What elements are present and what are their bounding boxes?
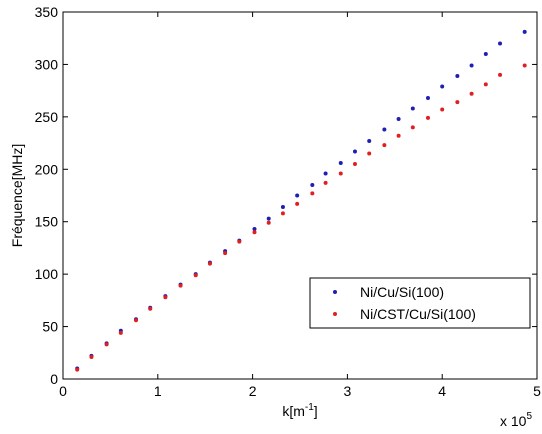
x-axis-title-close: ] [314, 403, 318, 419]
x-tick-label: 2 [249, 383, 257, 399]
data-point-ni-cst-cu-si [163, 295, 168, 300]
legend-marker-ni-cst-cu-si [333, 312, 337, 316]
x-axis-multiplier: x 105 [500, 411, 532, 429]
data-point-ni-cst-cu-si [483, 82, 488, 87]
x-tick-label: 1 [154, 383, 162, 399]
data-point-ni-cst-cu-si [440, 107, 445, 112]
x-tick-label: 0 [59, 383, 67, 399]
plot-frame [62, 11, 538, 380]
data-point-ni-cu-si [469, 63, 474, 68]
data-point-ni-cu-si [295, 193, 300, 198]
data-point-ni-cst-cu-si [396, 133, 401, 138]
data-point-ni-cst-cu-si [469, 91, 474, 96]
data-point-ni-cst-cu-si [410, 125, 415, 130]
data-point-ni-cst-cu-si [295, 201, 300, 206]
data-point-ni-cu-si [323, 171, 328, 176]
data-points-layer [75, 29, 527, 372]
y-axis-title: Fréquence[MHz] [9, 144, 25, 247]
data-point-ni-cst-cu-si [133, 318, 138, 323]
data-point-ni-cst-cu-si [178, 283, 183, 288]
y-tick-label: 200 [35, 161, 59, 177]
x-axis-title: k[m-1] [282, 402, 317, 419]
data-point-ni-cst-cu-si [237, 239, 242, 244]
y-tick-label: 100 [35, 266, 59, 282]
data-point-ni-cst-cu-si [223, 251, 228, 256]
data-point-ni-cu-si [252, 227, 257, 232]
data-point-ni-cst-cu-si [104, 342, 109, 347]
data-point-ni-cu-si [410, 106, 415, 111]
x-multiplier-base: x 10 [500, 413, 527, 429]
data-point-ni-cst-cu-si [425, 115, 430, 120]
data-point-ni-cst-cu-si [338, 171, 343, 176]
data-point-ni-cst-cu-si [118, 330, 123, 335]
y-tick-label: 150 [35, 214, 59, 230]
data-point-ni-cu-si [498, 41, 503, 46]
data-point-ni-cst-cu-si [75, 367, 80, 372]
y-tick-label: 0 [50, 371, 58, 387]
legend-box [309, 277, 531, 329]
data-point-ni-cu-si [280, 205, 285, 210]
data-point-ni-cst-cu-si [89, 354, 94, 359]
data-point-ni-cst-cu-si [280, 211, 285, 216]
data-point-ni-cst-cu-si [252, 230, 257, 235]
data-point-ni-cst-cu-si [498, 72, 503, 77]
data-point-ni-cu-si [522, 29, 527, 34]
legend-label-ni-cu-si: Ni/Cu/Si(100) [360, 284, 444, 300]
x-tick-label: 4 [438, 383, 446, 399]
x-tick-label: 5 [533, 383, 541, 399]
y-tick-label: 300 [35, 56, 59, 72]
data-point-ni-cst-cu-si [522, 63, 527, 68]
data-point-ni-cu-si [352, 149, 357, 154]
data-point-ni-cu-si [455, 73, 460, 78]
y-tick-label: 50 [42, 319, 58, 335]
y-tick-label: 250 [35, 109, 59, 125]
data-point-ni-cst-cu-si [193, 273, 198, 278]
x-axis-title-superscript: -1 [305, 402, 314, 413]
data-point-ni-cu-si [338, 160, 343, 165]
data-point-ni-cst-cu-si [352, 162, 357, 167]
data-point-ni-cu-si [367, 138, 372, 143]
data-point-ni-cst-cu-si [148, 306, 153, 311]
data-point-ni-cst-cu-si [455, 100, 460, 105]
x-axis-title-main: k[m [282, 403, 305, 419]
data-point-ni-cu-si [440, 84, 445, 89]
legend-marker-ni-cu-si [333, 290, 337, 294]
data-point-ni-cst-cu-si [266, 220, 271, 225]
x-multiplier-exponent: 5 [526, 411, 532, 422]
data-point-ni-cu-si [310, 183, 315, 188]
data-point-ni-cst-cu-si [382, 143, 387, 148]
data-point-ni-cst-cu-si [367, 151, 372, 156]
data-point-ni-cu-si [382, 127, 387, 132]
data-point-ni-cu-si [483, 51, 488, 56]
data-point-ni-cu-si [425, 95, 430, 100]
data-point-ni-cu-si [396, 116, 401, 121]
data-point-ni-cu-si [266, 216, 271, 221]
legend-label-ni-cst-cu-si: Ni/CST/Cu/Si(100) [360, 306, 476, 322]
data-point-ni-cst-cu-si [323, 180, 328, 185]
data-point-ni-cst-cu-si [310, 191, 315, 196]
x-tick-label: 3 [344, 383, 352, 399]
data-point-ni-cst-cu-si [207, 261, 212, 266]
y-tick-label: 350 [35, 4, 59, 20]
legend: Ni/Cu/Si(100) Ni/CST/Cu/Si(100) [309, 277, 531, 329]
